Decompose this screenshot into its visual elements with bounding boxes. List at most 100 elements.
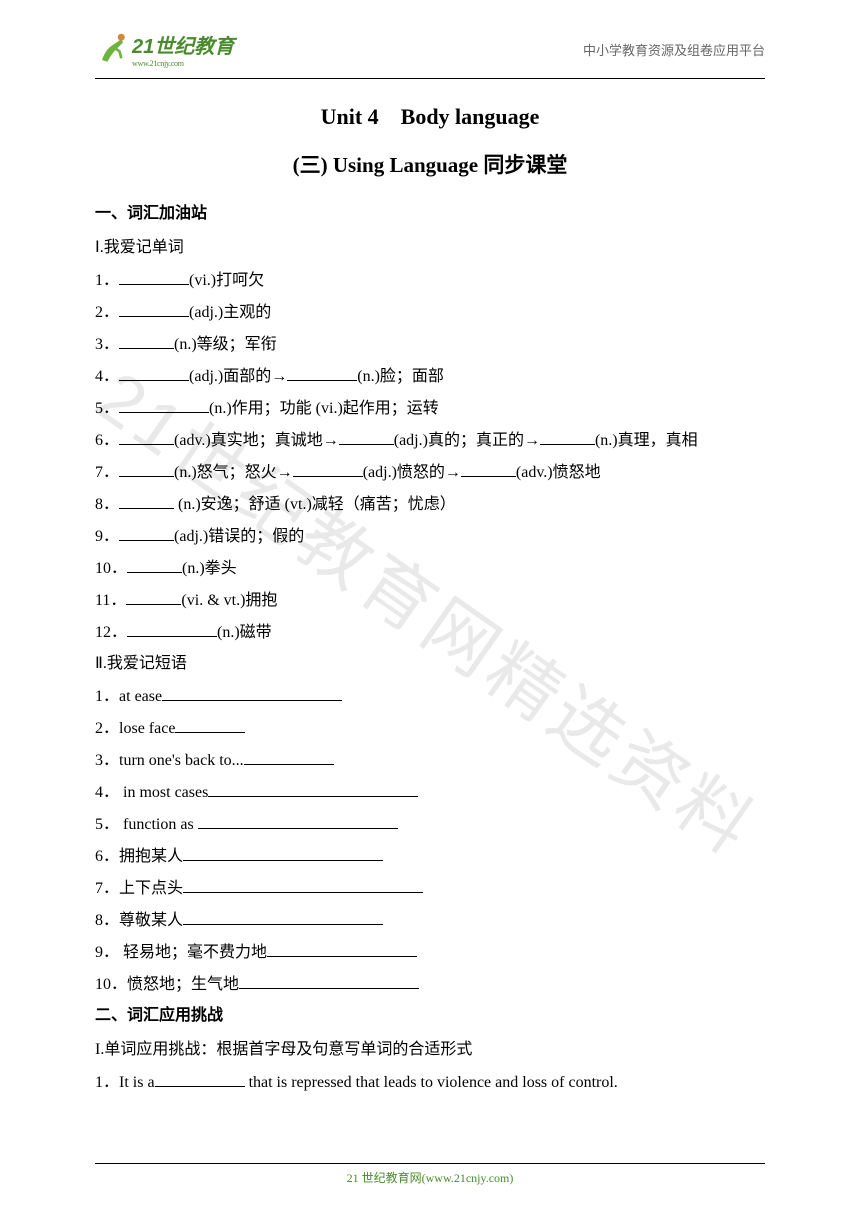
blank-field[interactable] <box>162 683 342 701</box>
logo-area: 21世纪教育 www.21cnjy.com <box>95 30 234 68</box>
phrase-item: 9． 轻易地；毫不费力地 <box>95 937 765 969</box>
blank-field[interactable] <box>208 779 418 797</box>
item-num: 9． <box>95 944 119 961</box>
item-text: 尊敬某人 <box>119 912 183 929</box>
phrase-item: 8．尊敬某人 <box>95 905 765 937</box>
item-num: 4． <box>95 784 119 801</box>
item-text: (n.)怒气；怒火→ <box>174 464 293 481</box>
item-num: 3． <box>95 752 119 769</box>
blank-field[interactable] <box>119 491 174 509</box>
blank-field[interactable] <box>287 363 357 381</box>
vocab-item: 3． (n.)等级；军衔 <box>95 329 765 361</box>
blank-field[interactable] <box>155 1069 245 1087</box>
blank-field[interactable] <box>198 811 398 829</box>
blank-field[interactable] <box>244 747 334 765</box>
phrase-item: 7．上下点头 <box>95 873 765 905</box>
blank-field[interactable] <box>239 971 419 989</box>
item-text: (vi. & vt.)拥抱 <box>181 592 277 609</box>
item-num: 9． <box>95 528 119 545</box>
page-title: Unit 4 Body language <box>95 99 765 131</box>
item-num: 10． <box>95 560 127 577</box>
item-text: lose face <box>119 720 175 737</box>
blank-field[interactable] <box>126 587 181 605</box>
item-text: in most cases <box>119 784 208 801</box>
blank-field[interactable] <box>339 427 394 445</box>
item-num: 8． <box>95 912 119 929</box>
runner-icon <box>95 32 130 67</box>
section1-sub1-heading: Ⅰ.我爱记单词 <box>95 233 765 257</box>
item-num: 8． <box>95 496 119 513</box>
item-num: 5． <box>95 816 119 833</box>
item-text: 轻易地；毫不费力地 <box>119 944 267 961</box>
phrase-item: 2．lose face <box>95 713 765 745</box>
vocab-item: 10． (n.)拳头 <box>95 553 765 585</box>
blank-field[interactable] <box>183 907 383 925</box>
blank-field[interactable] <box>175 715 245 733</box>
item-text: (adj.)愤怒的→ <box>363 464 461 481</box>
phrase-item: 10．愤怒地；生气地 <box>95 969 765 1001</box>
item-num: 2． <box>95 304 119 321</box>
blank-field[interactable] <box>540 427 595 445</box>
item-text: (n.)等级；军衔 <box>174 336 277 353</box>
item-text: (adj.)面部的→ <box>189 368 287 385</box>
item-num: 1． <box>95 1074 119 1091</box>
vocab-item: 1．(vi.)打呵欠 <box>95 265 765 297</box>
vocab-item: 11． (vi. & vt.)拥抱 <box>95 585 765 617</box>
blank-field[interactable] <box>119 299 189 317</box>
vocab-item: 8． (n.)安逸；舒适 (vt.)减轻（痛苦；忧虑） <box>95 489 765 521</box>
blank-field[interactable] <box>127 555 182 573</box>
item-text: 拥抱某人 <box>119 848 183 865</box>
blank-field[interactable] <box>119 267 189 285</box>
blank-field[interactable] <box>267 939 417 957</box>
item-text: (n.)拳头 <box>182 560 237 577</box>
item-text: (n.)真理，真相 <box>595 432 698 449</box>
item-text: that is repressed that leads to violence… <box>245 1074 618 1091</box>
blank-field[interactable] <box>119 395 209 413</box>
blank-field[interactable] <box>183 875 423 893</box>
item-text: 愤怒地；生气地 <box>127 976 239 993</box>
blank-field[interactable] <box>119 459 174 477</box>
footer-text: 21 世纪教育网(www.21cnjy.com) <box>347 1171 514 1185</box>
item-num: 1． <box>95 688 119 705</box>
item-num: 1． <box>95 272 119 289</box>
item-text: at ease <box>119 688 162 705</box>
section2-heading: 二、词汇应用挑战 <box>95 1001 765 1025</box>
logo-sub-text: www.21cnjy.com <box>132 59 234 68</box>
phrase-item: 5． function as <box>95 809 765 841</box>
item-num: 5． <box>95 400 119 417</box>
item-text: (n.)脸；面部 <box>357 368 444 385</box>
blank-field[interactable] <box>119 331 174 349</box>
item-num: 4． <box>95 368 119 385</box>
item-text: (n.)磁带 <box>217 624 272 641</box>
item-num: 11． <box>95 592 126 609</box>
blank-field[interactable] <box>127 619 217 637</box>
item-text: turn one's back to... <box>119 752 244 769</box>
blank-field[interactable] <box>183 843 383 861</box>
page-subtitle: (三) Using Language 同步课堂 <box>95 149 765 179</box>
blank-field[interactable] <box>461 459 516 477</box>
item-text: (adj.)真的；真正的→ <box>394 432 540 449</box>
item-num: 7． <box>95 880 119 897</box>
item-text: (adv.)真实地；真诚地→ <box>174 432 339 449</box>
main-content: Unit 4 Body language (三) Using Language … <box>0 79 860 1119</box>
phrase-item: 3．turn one's back to... <box>95 745 765 777</box>
logo-main-text: 21世纪教育 <box>132 30 234 59</box>
blank-field[interactable] <box>293 459 363 477</box>
blank-field[interactable] <box>119 363 189 381</box>
item-text: (n.)作用；功能 (vi.)起作用；运转 <box>209 400 439 417</box>
section1-sub2-heading: Ⅱ.我爱记短语 <box>95 649 765 673</box>
vocab-item: 9． (adj.)错误的；假的 <box>95 521 765 553</box>
item-text: (adj.)错误的；假的 <box>174 528 304 545</box>
item-text: (adj.)主观的 <box>189 304 271 321</box>
blank-field[interactable] <box>119 523 174 541</box>
item-num: 3． <box>95 336 119 353</box>
logo-text-area: 21世纪教育 www.21cnjy.com <box>132 30 234 68</box>
item-text: It is a <box>119 1074 155 1091</box>
phrase-item: 6．拥抱某人 <box>95 841 765 873</box>
section2-sub1-heading: I.单词应用挑战：根据首字母及句意写单词的合适形式 <box>95 1035 765 1059</box>
page-footer: 21 世纪教育网(www.21cnjy.com) <box>95 1163 765 1186</box>
phrase-item: 1．at ease <box>95 681 765 713</box>
vocab-item: 7．(n.)怒气；怒火→(adj.)愤怒的→(adv.)愤怒地 <box>95 457 765 489</box>
blank-field[interactable] <box>119 427 174 445</box>
item-num: 10． <box>95 976 127 993</box>
